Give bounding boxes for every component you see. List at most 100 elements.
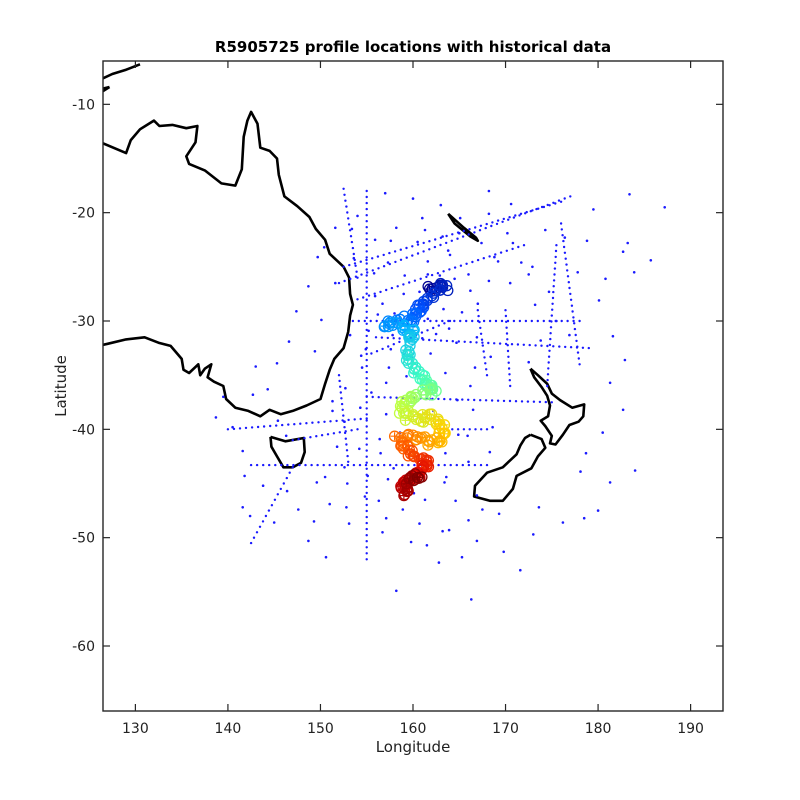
historical-point [323, 420, 326, 423]
historical-point [288, 471, 291, 474]
historical-point [231, 425, 234, 429]
historical-point [273, 498, 277, 501]
historical-point [512, 216, 516, 219]
historical-point [495, 222, 499, 226]
historical-point [438, 274, 442, 277]
historical-point [398, 340, 401, 344]
historical-point [346, 463, 350, 467]
historical-point [576, 345, 579, 348]
historical-point [533, 303, 537, 307]
historical-point [443, 397, 446, 401]
historical-point [340, 463, 343, 467]
historical-point [471, 319, 474, 323]
historical-point [572, 316, 575, 319]
profile-marker [406, 333, 418, 346]
historical-point [337, 374, 341, 377]
historical-point [552, 201, 555, 204]
historical-point [352, 463, 356, 467]
historical-point [544, 228, 547, 232]
y-tick-label: -30 [72, 314, 95, 330]
historical-point [488, 450, 492, 454]
historical-point [439, 339, 443, 342]
historical-point [373, 294, 377, 298]
historical-point [493, 342, 496, 345]
historical-point [551, 308, 554, 311]
historical-point [388, 262, 391, 266]
historical-point [568, 286, 571, 290]
historical-point [305, 422, 308, 425]
historical-point [365, 220, 368, 223]
historical-point [383, 396, 386, 399]
historical-point [365, 443, 368, 446]
historical-point [342, 414, 345, 417]
historical-point [378, 437, 382, 441]
historical-point [592, 208, 595, 211]
historical-point [529, 210, 532, 213]
historical-point [550, 314, 553, 317]
historical-point [458, 231, 461, 235]
historical-point [402, 283, 405, 286]
historical-point [445, 339, 449, 343]
historical-point [559, 200, 563, 203]
historical-point [365, 334, 368, 338]
historical-point [367, 329, 370, 333]
historical-point [453, 319, 456, 323]
historical-point [437, 397, 440, 401]
historical-point [376, 313, 380, 316]
historical-point [343, 466, 346, 469]
historical-point [553, 267, 557, 270]
historical-point [471, 260, 474, 264]
historical-point [479, 332, 483, 335]
historical-point [365, 214, 368, 217]
historical-point [292, 463, 295, 467]
historical-point [554, 202, 557, 205]
historical-point [344, 437, 347, 440]
historical-point [482, 257, 485, 260]
historical-point [480, 241, 483, 245]
historical-point [331, 409, 334, 413]
historical-point [434, 238, 437, 241]
historical-point [555, 319, 558, 323]
historical-point [568, 333, 571, 337]
historical-point [222, 395, 225, 399]
historical-point [473, 398, 476, 402]
historical-point [365, 244, 368, 247]
historical-point [365, 256, 368, 259]
historical-point [248, 514, 252, 518]
historical-point [258, 525, 262, 528]
historical-point [628, 193, 631, 196]
historical-point [377, 396, 380, 399]
historical-point [399, 258, 403, 261]
y-tick-label: -60 [72, 639, 95, 655]
historical-point [455, 463, 458, 467]
historical-point [483, 356, 486, 359]
historical-point [496, 399, 500, 402]
historical-point [423, 498, 427, 502]
historical-point [428, 248, 431, 251]
historical-point [347, 223, 351, 226]
historical-point [335, 445, 339, 449]
historical-point [444, 371, 447, 375]
historical-point [563, 236, 567, 239]
historical-point [552, 345, 555, 348]
historical-point [518, 214, 521, 217]
historical-point [338, 379, 341, 383]
historical-point [459, 264, 463, 267]
historical-point [573, 327, 577, 331]
profile-marker [434, 284, 446, 296]
historical-point [365, 298, 368, 301]
x-axis-label: Longitude [376, 738, 451, 756]
historical-point [445, 475, 448, 479]
historical-point [527, 273, 530, 276]
historical-point [357, 319, 360, 323]
historical-point [531, 265, 534, 269]
historical-point [383, 191, 387, 195]
historical-point [347, 522, 351, 525]
historical-point [426, 329, 429, 332]
historical-point [443, 322, 446, 325]
historical-point [392, 337, 395, 340]
historical-point [463, 340, 466, 343]
historical-point [307, 539, 310, 543]
historical-point [353, 418, 356, 421]
historical-point [494, 319, 498, 323]
